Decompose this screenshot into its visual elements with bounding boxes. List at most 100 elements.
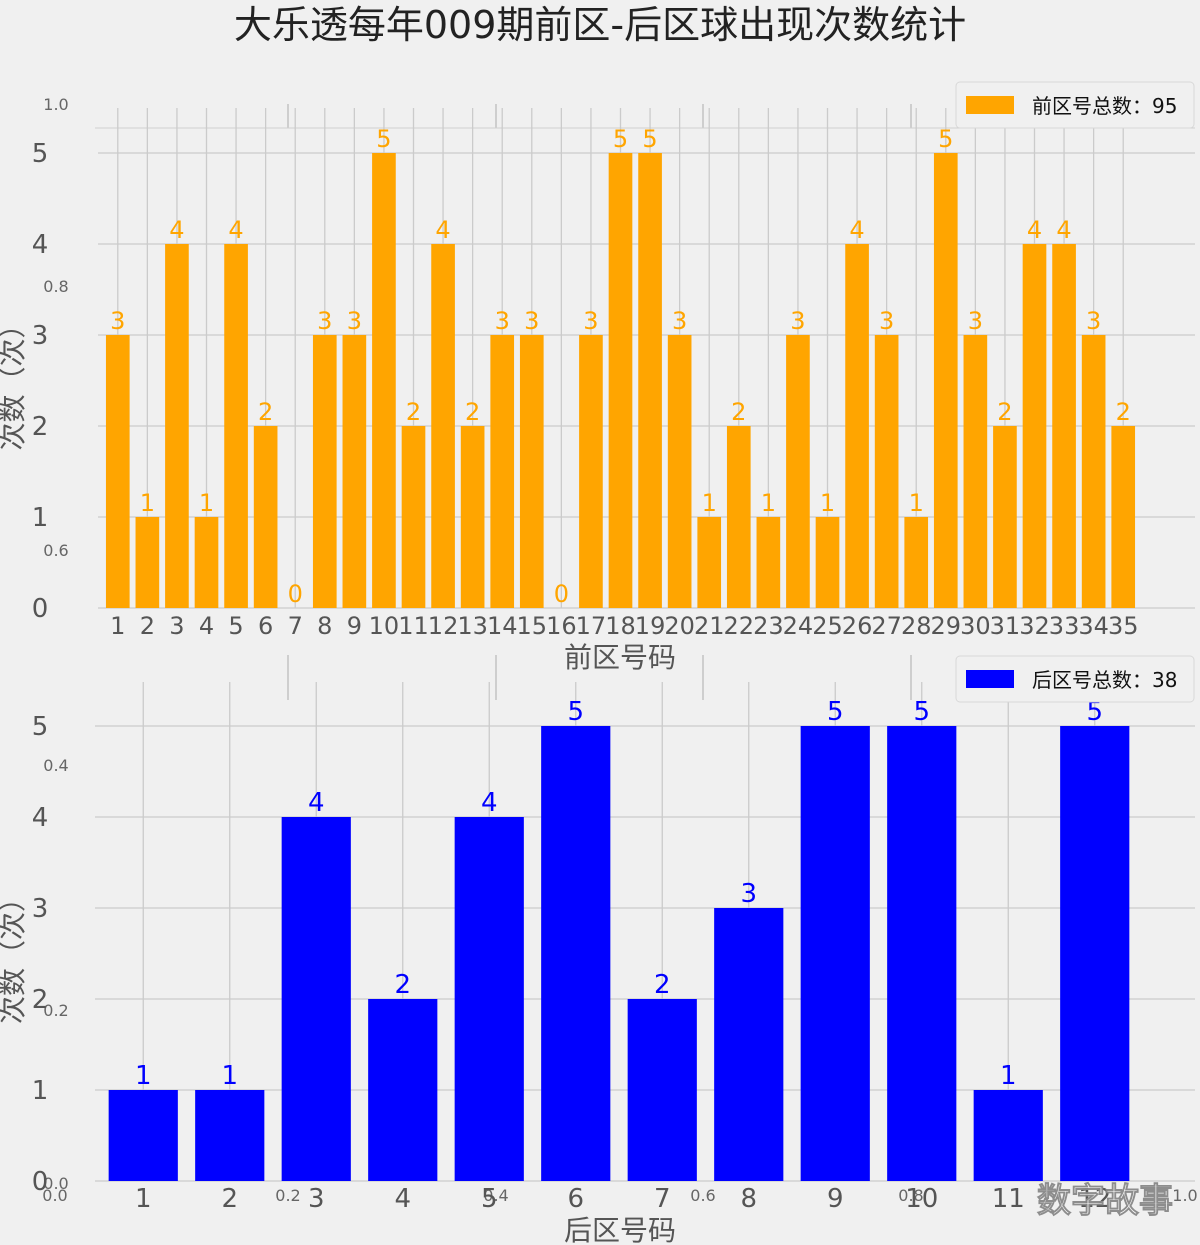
bar-26 bbox=[845, 244, 869, 608]
ghost-x-tick-label: 0.6 bbox=[690, 1186, 715, 1205]
x-tick-label: 2 bbox=[140, 612, 155, 640]
x-tick-label: 9 bbox=[827, 1184, 844, 1214]
bar-value-label: 5 bbox=[913, 697, 930, 727]
bar-12 bbox=[1060, 726, 1130, 1181]
bar-value-label: 1 bbox=[199, 489, 214, 517]
y-tick-label: 5 bbox=[32, 712, 49, 742]
y-axis-label: 次数（次） bbox=[0, 310, 29, 450]
y-tick-label: 2 bbox=[32, 985, 49, 1015]
watermark-text: 数字故事 bbox=[1037, 1181, 1173, 1221]
legend-label: 前区号总数：95 bbox=[1032, 94, 1177, 118]
bar-23 bbox=[756, 517, 781, 608]
x-tick-label: 10 bbox=[369, 612, 400, 640]
x-tick-label: 6 bbox=[567, 1184, 584, 1214]
bar-value-label: 2 bbox=[394, 970, 411, 1000]
ghost-y-tick-label: 0.2 bbox=[43, 1001, 68, 1020]
bar-value-label: 1 bbox=[820, 489, 835, 517]
front-zone-chart: 0123453112431445260738395102114122133143… bbox=[0, 81, 1195, 674]
x-tick-label: 31 bbox=[990, 612, 1021, 640]
bar-14 bbox=[490, 335, 515, 608]
x-tick-label: 5 bbox=[228, 612, 243, 640]
x-axis-label: 前区号码 bbox=[564, 641, 676, 674]
bar-value-label: 1 bbox=[761, 489, 776, 517]
bar-value-label: 4 bbox=[481, 788, 498, 818]
bar-12 bbox=[431, 244, 455, 608]
x-tick-label: 3 bbox=[169, 612, 184, 640]
bar-value-label: 4 bbox=[228, 216, 243, 244]
bar-value-label: 3 bbox=[672, 307, 687, 335]
x-tick-label: 15 bbox=[517, 612, 548, 640]
ghost-x-tick-label: 0.0 bbox=[42, 1186, 67, 1205]
bar-value-label: 2 bbox=[1116, 398, 1131, 426]
y-tick-label: 0 bbox=[32, 1167, 49, 1197]
legend-box bbox=[955, 655, 1195, 703]
bar-value-label: 1 bbox=[909, 489, 924, 517]
bar-value-label: 3 bbox=[1086, 307, 1101, 335]
bar-value-label: 1 bbox=[221, 1061, 238, 1091]
x-tick-label: 17 bbox=[576, 612, 607, 640]
bar-11 bbox=[973, 1090, 1043, 1181]
bar-value-label: 3 bbox=[495, 307, 510, 335]
bar-value-label: 5 bbox=[1086, 697, 1103, 727]
x-tick-label: 11 bbox=[992, 1184, 1025, 1214]
x-tick-label: 19 bbox=[635, 612, 666, 640]
y-tick-label: 1 bbox=[32, 1076, 49, 1106]
x-tick-label: 7 bbox=[654, 1184, 671, 1214]
y-tick-label: 2 bbox=[32, 412, 49, 442]
y-tick-label: 4 bbox=[32, 803, 49, 833]
bar-25 bbox=[815, 517, 840, 608]
bar-value-label: 4 bbox=[435, 216, 450, 244]
legend-box bbox=[955, 81, 1195, 129]
x-tick-label: 35 bbox=[1108, 612, 1139, 640]
bar-28 bbox=[904, 517, 929, 608]
bar-value-label: 5 bbox=[642, 125, 657, 153]
x-tick-label: 18 bbox=[605, 612, 636, 640]
bar-value-label: 1 bbox=[135, 1061, 152, 1091]
bar-value-label: 5 bbox=[827, 697, 844, 727]
y-axis-label: 次数（次） bbox=[0, 884, 29, 1024]
x-tick-label: 20 bbox=[664, 612, 695, 640]
x-tick-label: 21 bbox=[694, 612, 725, 640]
bar-5 bbox=[224, 244, 248, 608]
bar-20 bbox=[667, 335, 692, 608]
y-tick-label: 3 bbox=[32, 321, 49, 351]
bar-7 bbox=[627, 999, 697, 1181]
x-tick-label: 29 bbox=[931, 612, 962, 640]
bar-value-label: 0 bbox=[288, 580, 303, 608]
y-tick-label: 5 bbox=[32, 139, 49, 169]
bar-18 bbox=[608, 153, 633, 608]
bar-6 bbox=[541, 726, 611, 1181]
x-tick-label: 6 bbox=[258, 612, 273, 640]
bar-value-label: 1 bbox=[1000, 1061, 1017, 1091]
bar-value-label: 2 bbox=[731, 398, 746, 426]
legend-swatch bbox=[966, 670, 1014, 688]
x-tick-label: 8 bbox=[740, 1184, 757, 1214]
bar-value-label: 2 bbox=[465, 398, 480, 426]
bar-value-label: 5 bbox=[567, 697, 584, 727]
bar-24 bbox=[786, 335, 810, 608]
x-tick-label: 33 bbox=[1049, 612, 1080, 640]
x-tick-label: 1 bbox=[110, 612, 125, 640]
bar-27 bbox=[874, 335, 899, 608]
bar-value-label: 4 bbox=[1056, 216, 1071, 244]
x-tick-label: 2 bbox=[221, 1184, 238, 1214]
x-tick-label: 32 bbox=[1019, 612, 1050, 640]
x-tick-label: 27 bbox=[871, 612, 902, 640]
bar-value-label: 1 bbox=[702, 489, 717, 517]
bar-value-label: 0 bbox=[554, 580, 569, 608]
bar-value-label: 3 bbox=[879, 307, 894, 335]
x-tick-label: 3 bbox=[308, 1184, 325, 1214]
bar-value-label: 2 bbox=[258, 398, 273, 426]
bar-3 bbox=[281, 817, 351, 1181]
x-tick-label: 28 bbox=[901, 612, 932, 640]
x-tick-label: 8 bbox=[317, 612, 332, 640]
bar-value-label: 3 bbox=[740, 879, 757, 909]
x-tick-label: 12 bbox=[428, 612, 459, 640]
bar-value-label: 5 bbox=[938, 125, 953, 153]
ghost-x-tick-label: 0.4 bbox=[483, 1186, 508, 1205]
bar-2 bbox=[135, 517, 160, 608]
legend-swatch bbox=[966, 96, 1014, 114]
x-tick-label: 24 bbox=[783, 612, 814, 640]
x-tick-label: 1 bbox=[135, 1184, 152, 1214]
ghost-y-tick-label: 0.8 bbox=[43, 277, 68, 296]
